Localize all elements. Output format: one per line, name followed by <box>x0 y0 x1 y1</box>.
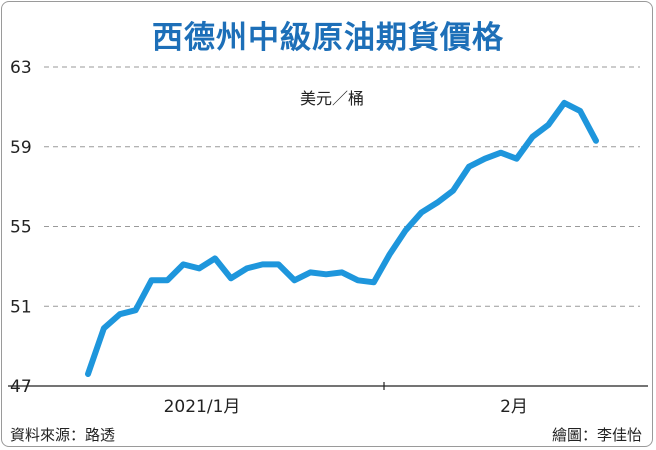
credit-note: 繪圖：李佳怡 <box>551 426 642 444</box>
y-tick-label: 51 <box>10 297 32 317</box>
x-tick-label: 2月 <box>500 397 528 417</box>
x-axis <box>8 382 648 390</box>
y-tick-label: 55 <box>10 218 32 238</box>
chart-title: 西德州中級原油期貨價格 <box>152 20 504 56</box>
y-tick-labels: 47 51 55 59 63 <box>10 58 32 397</box>
grid-lines <box>44 66 640 307</box>
x-tick-labels: 2021/1月 2月 <box>164 397 528 417</box>
price-line <box>85 99 599 377</box>
y-tick-label: 47 <box>10 377 32 397</box>
y-tick-label: 63 <box>10 58 32 78</box>
unit-label: 美元／桶 <box>300 89 364 108</box>
y-tick-label: 59 <box>10 138 32 158</box>
series-group <box>85 99 599 377</box>
x-tick-label: 2021/1月 <box>164 397 241 417</box>
source-note: 資料來源：路透 <box>10 426 116 444</box>
